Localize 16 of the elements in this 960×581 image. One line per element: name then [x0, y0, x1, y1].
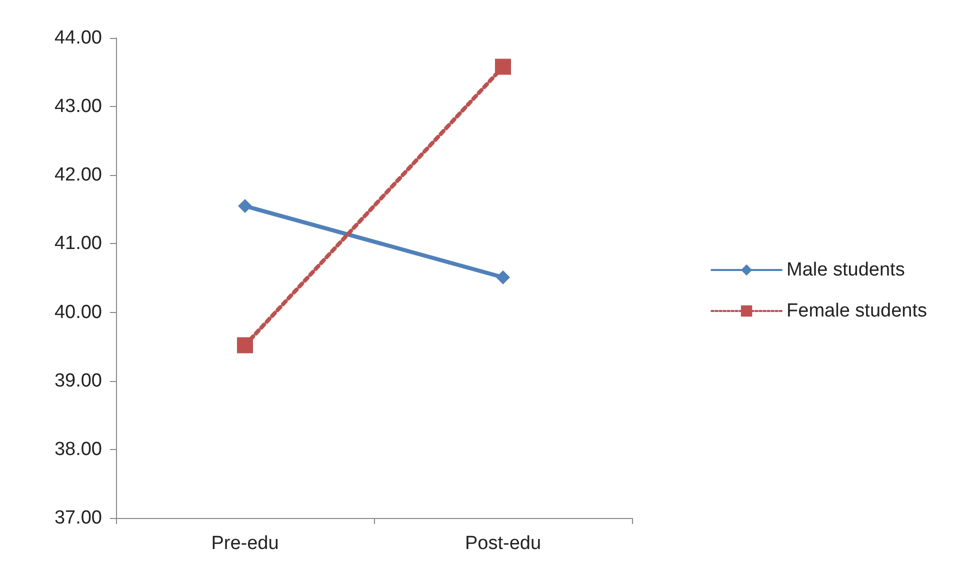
legend-label: Male students [786, 260, 905, 280]
point [495, 58, 511, 75]
point [496, 270, 510, 284]
point [237, 337, 253, 354]
y-tick-label: 40.00 [54, 302, 102, 323]
y-tick-label: 44.00 [54, 28, 102, 48]
y-tick-label: 43.00 [54, 96, 102, 118]
x-tick-label: Post-edu [464, 533, 542, 554]
y-tick-label: 41.00 [54, 233, 102, 254]
point [238, 199, 252, 213]
y-tick-label: 39.00 [54, 370, 102, 392]
legend-label: Female students [786, 300, 928, 322]
y-tick-label: 38.00 [54, 438, 102, 460]
y-tick-label: 42.00 [54, 164, 102, 186]
x-tick-label: Pre-edu [211, 533, 279, 554]
y-tick-label: 37.00 [54, 508, 102, 528]
